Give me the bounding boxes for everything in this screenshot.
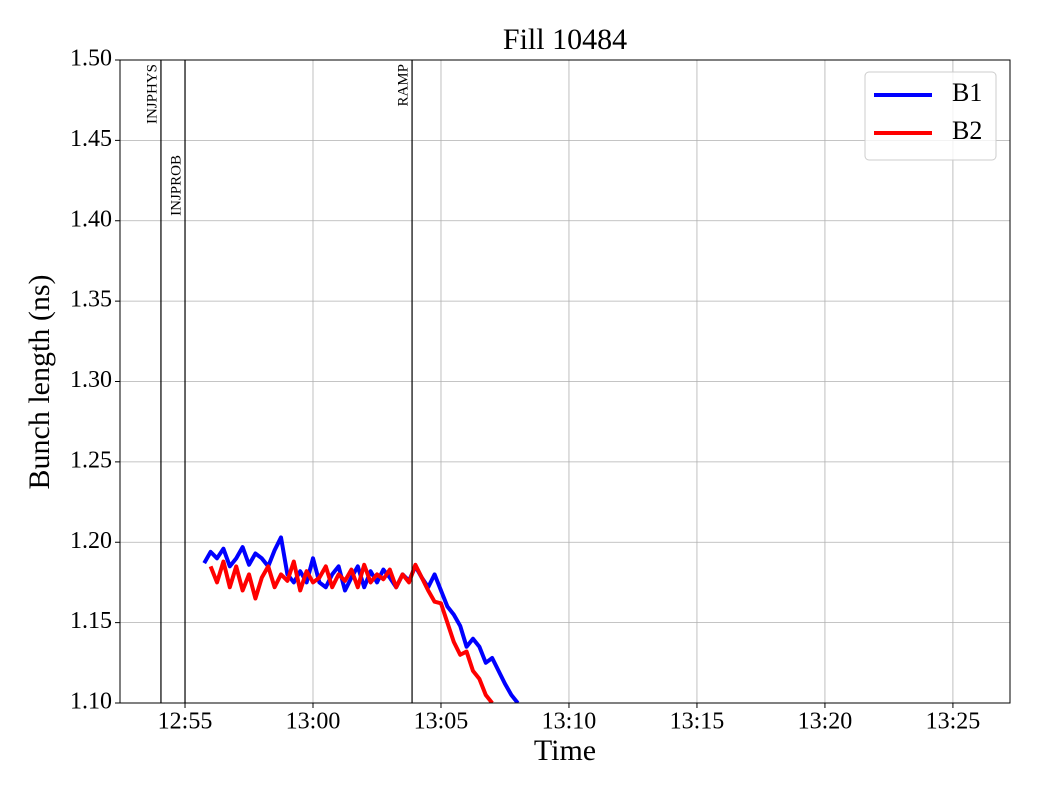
y-axis-label: Bunch length (ns) — [23, 275, 56, 490]
event-label: INJPROB — [168, 155, 184, 216]
chart-title: Fill 10484 — [503, 23, 627, 56]
series-line — [208, 559, 494, 703]
y-tick-label: 1.15 — [70, 608, 112, 634]
x-tick-label: 12:55 — [158, 709, 213, 735]
x-tick-label: 13:15 — [670, 709, 725, 735]
y-tick-label: 1.40 — [70, 206, 112, 232]
y-tick-label: 1.45 — [70, 126, 112, 152]
y-tick-label: 1.20 — [70, 528, 112, 554]
y-tick-label: 1.35 — [70, 287, 112, 313]
x-tick-label: 13:25 — [926, 709, 981, 735]
y-tick-label: 1.25 — [70, 447, 112, 473]
event-label: INJPHYS — [144, 64, 160, 124]
series-line — [202, 535, 520, 703]
x-tick-label: 13:20 — [798, 709, 853, 735]
legend-label: B2 — [952, 116, 982, 145]
legend-label: B1 — [952, 78, 982, 107]
y-tick-label: 1.50 — [70, 46, 112, 72]
plot-frame — [119, 59, 1011, 704]
y-tick-label: 1.10 — [70, 689, 112, 715]
x-tick-label: 13:05 — [414, 709, 469, 735]
x-axis-label: Time — [534, 734, 596, 767]
x-tick-label: 13:00 — [286, 709, 341, 735]
event-label: RAMP — [395, 64, 411, 107]
x-tick-label: 13:10 — [542, 709, 597, 735]
y-tick-label: 1.30 — [70, 367, 112, 393]
